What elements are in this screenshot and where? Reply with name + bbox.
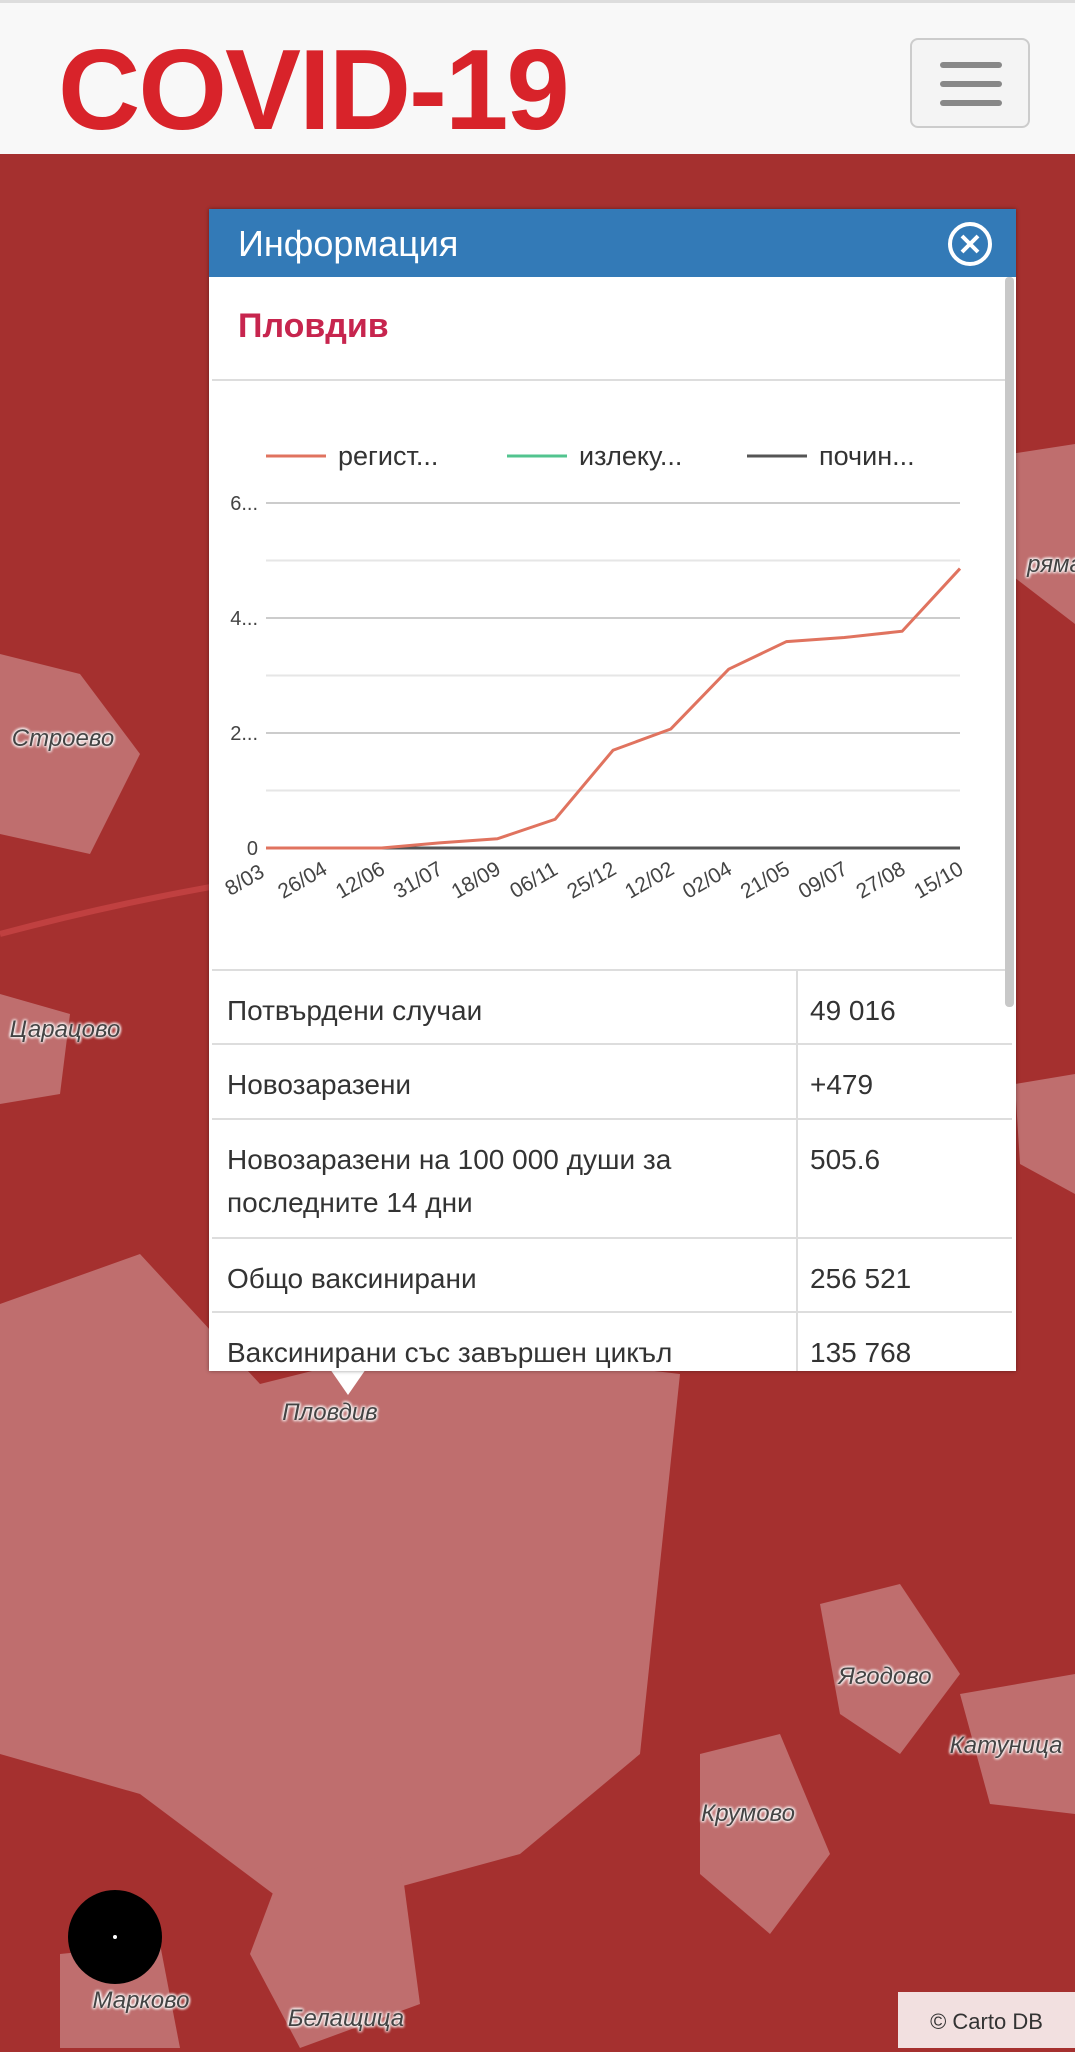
row-value: +479 <box>810 1069 874 1100</box>
map-label: Катуница <box>949 1732 1063 1759</box>
map-label: ряма <box>1027 551 1075 578</box>
x-tick-label: 31/07 <box>390 857 447 903</box>
map <box>0 444 1075 2048</box>
x-tick-label: 21/05 <box>737 857 794 903</box>
y-tick-label: 6... <box>230 493 258 515</box>
x-tick-label: 25/12 <box>563 857 620 903</box>
table-row: Общо ваксинирани 256 521 <box>212 1237 1012 1313</box>
site-title: COVID-19 <box>58 27 570 154</box>
map-label: Строево <box>11 725 115 752</box>
x-tick-label: 18/09 <box>448 857 505 903</box>
row-label: Новозаразени на 100 000 души за последни… <box>227 1144 672 1218</box>
x-tick-label: 15/10 <box>910 857 967 903</box>
scrollbar[interactable] <box>1005 277 1014 1007</box>
row-separator <box>796 1313 798 1371</box>
header: COVID-19 <box>0 0 1075 154</box>
row-value: 505.6 <box>810 1144 881 1175</box>
y-tick-label: 2... <box>230 723 258 745</box>
table-row: Ваксинирани със завършен цикъл 135 768 <box>212 1311 1012 1371</box>
line-series <box>266 567 962 850</box>
row-separator <box>796 1120 798 1239</box>
row-value: 256 521 <box>810 1263 912 1294</box>
row-separator <box>796 971 798 1045</box>
row-separator <box>796 1239 798 1313</box>
chart-container: 0 2... 4... 6... 8/03 26/04 12/06 31/07 18/09 06/… <box>212 379 1012 971</box>
x-tick-label: 27/08 <box>852 857 909 903</box>
y-tick-label: 0 <box>247 838 258 860</box>
table-row: Новозаразени +479 <box>212 1043 1012 1120</box>
row-label: Потвърдени случаи <box>227 995 483 1026</box>
row-separator <box>796 1045 798 1120</box>
table-row: Потвърдени случаи 49 016 <box>212 969 1012 1045</box>
x-tick-label: 8/03 <box>221 860 268 900</box>
x-tick-label: 12/06 <box>332 857 389 903</box>
popup-title: Информация <box>238 223 459 264</box>
map-label: Белащица <box>287 2005 405 2032</box>
attribution: © Carto DB <box>898 1992 1075 2048</box>
region-name: Пловдив <box>238 307 389 345</box>
x-tick-label: 06/11 <box>506 858 562 903</box>
row-label: Новозаразени <box>227 1069 412 1100</box>
map-areas <box>0 444 1075 2048</box>
legend-label: регист... <box>338 441 438 471</box>
row-label: Ваксинирани със завършен цикъл <box>227 1337 673 1368</box>
popup-header: Информация <box>209 209 1016 277</box>
x-tick-label: 26/04 <box>274 857 331 903</box>
legend-label: почин... <box>819 441 915 471</box>
popup-pointer <box>330 1369 366 1395</box>
x-tick-label: 12/02 <box>621 857 678 903</box>
map-label: Пловдив <box>282 1399 378 1426</box>
y-tick-label: 4... <box>230 608 258 630</box>
info-popup: Информация Пловдив 0 2... 4... 6... 8/03 26/0… <box>209 209 1016 1371</box>
legend-label: излеку... <box>579 441 682 471</box>
row-value: 49 016 <box>810 995 896 1026</box>
locate-button[interactable] <box>67 1889 163 1985</box>
row-value: 135 768 <box>810 1337 912 1368</box>
map-label: Крумово <box>701 1800 795 1827</box>
close-button[interactable] <box>947 221 993 267</box>
map-label: Царацово <box>9 1016 121 1043</box>
map-label: Ягодово <box>838 1663 932 1690</box>
row-label: Общо ваксинирани <box>227 1263 477 1294</box>
menu-button[interactable] <box>910 38 1030 128</box>
x-tick-label: 02/04 <box>679 857 736 903</box>
table-row: Новозаразени на 100 000 души за последни… <box>212 1118 1012 1239</box>
x-tick-label: 09/07 <box>795 857 852 903</box>
map-label: Марково <box>92 1987 190 2014</box>
chart: 0 2... 4... 6... 8/03 26/04 12/06 31/07 18/09 06/… <box>221 441 967 903</box>
